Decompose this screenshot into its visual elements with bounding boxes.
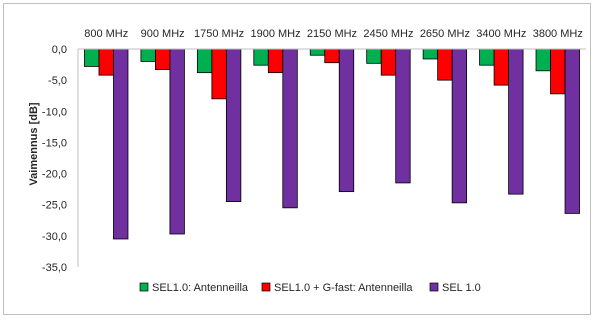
bar	[140, 48, 156, 62]
category-label: 1900 MHz	[250, 28, 300, 40]
bar	[113, 48, 129, 240]
bar	[253, 48, 269, 66]
bar	[380, 48, 397, 76]
category-label: 2450 MHz	[363, 28, 413, 40]
bar	[395, 48, 411, 184]
legend-label: SEL 1.0	[442, 282, 481, 294]
category-label: 800 MHz	[84, 28, 128, 40]
bar	[309, 48, 326, 56]
bar	[493, 48, 509, 86]
legend-label: SEL1.0: Antenneilla	[152, 282, 249, 294]
bar	[84, 48, 100, 67]
bar	[225, 48, 242, 203]
y-tick-label: 0,0	[52, 44, 67, 56]
legend-label: SEL1.0 + G-fast: Antenneilla	[274, 282, 413, 294]
y-tick-label: -25,0	[42, 200, 67, 212]
bar	[550, 48, 566, 95]
x-category-labels: 800 MHz 900 MHz 1750 MHz 1900 MHz 2150 MHz 24…	[84, 28, 583, 40]
bar	[508, 48, 524, 195]
bar	[479, 48, 495, 66]
category-label: 2650 MHz	[420, 28, 470, 40]
y-tick-label: -15,0	[42, 137, 67, 149]
legend: SEL1.0: Antenneilla SEL1.0 + G-fast: Ante…	[139, 282, 481, 294]
bar	[366, 48, 382, 64]
bars	[84, 48, 580, 240]
bar	[324, 48, 340, 64]
category-label: 900 MHz	[141, 28, 185, 40]
y-axis-ticks: 0,0 -5,0 -10,0 -15,0 -20,0 -25,0 -30,0 -35,0	[42, 44, 67, 274]
legend-swatch	[139, 282, 149, 292]
category-label: 3800 MHz	[533, 28, 583, 40]
bar	[564, 48, 580, 214]
bar	[282, 48, 298, 209]
y-tick-label: -35,0	[42, 262, 67, 274]
bar	[169, 48, 185, 235]
bar	[98, 48, 114, 76]
y-tick-label: -10,0	[42, 106, 67, 118]
category-label: 3400 MHz	[476, 28, 526, 40]
bar	[267, 48, 284, 74]
bar	[211, 48, 227, 100]
bar	[535, 48, 551, 72]
y-tick-label: -5,0	[48, 75, 67, 87]
y-tick-label: -20,0	[42, 169, 67, 181]
bar	[422, 48, 439, 60]
y-axis-label: Vaimennus [dB]	[28, 102, 40, 185]
legend-swatch	[261, 282, 271, 292]
y-tick-label: -30,0	[42, 231, 67, 243]
bar	[451, 48, 468, 204]
category-label: 1750 MHz	[194, 28, 244, 40]
bar	[437, 48, 453, 81]
bar	[196, 48, 213, 74]
category-label: 2150 MHz	[307, 28, 357, 40]
legend-swatch	[429, 282, 439, 292]
bar	[155, 48, 171, 70]
bar	[338, 48, 355, 193]
